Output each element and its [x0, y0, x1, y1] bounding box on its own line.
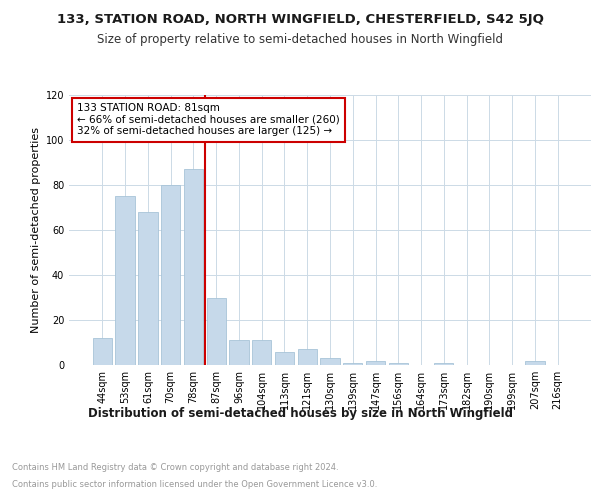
Bar	[252, 340, 271, 365]
Text: 133, STATION ROAD, NORTH WINGFIELD, CHESTERFIELD, S42 5JQ: 133, STATION ROAD, NORTH WINGFIELD, CHES…	[56, 12, 544, 26]
Text: Contains public sector information licensed under the Open Government Licence v3: Contains public sector information licen…	[12, 480, 377, 489]
Text: Distribution of semi-detached houses by size in North Wingfield: Distribution of semi-detached houses by …	[88, 408, 512, 420]
Bar	[366, 360, 385, 365]
Bar	[525, 360, 545, 365]
Bar	[298, 349, 317, 365]
Bar	[115, 196, 135, 365]
Y-axis label: Number of semi-detached properties: Number of semi-detached properties	[31, 127, 41, 333]
Bar	[229, 340, 248, 365]
Text: 133 STATION ROAD: 81sqm
← 66% of semi-detached houses are smaller (260)
32% of s: 133 STATION ROAD: 81sqm ← 66% of semi-de…	[77, 103, 340, 136]
Bar	[93, 338, 112, 365]
Bar	[138, 212, 158, 365]
Bar	[184, 169, 203, 365]
Bar	[320, 358, 340, 365]
Bar	[434, 363, 454, 365]
Text: Size of property relative to semi-detached houses in North Wingfield: Size of property relative to semi-detach…	[97, 32, 503, 46]
Text: Contains HM Land Registry data © Crown copyright and database right 2024.: Contains HM Land Registry data © Crown c…	[12, 462, 338, 471]
Bar	[275, 352, 294, 365]
Bar	[343, 363, 362, 365]
Bar	[161, 185, 181, 365]
Bar	[389, 363, 408, 365]
Bar	[206, 298, 226, 365]
